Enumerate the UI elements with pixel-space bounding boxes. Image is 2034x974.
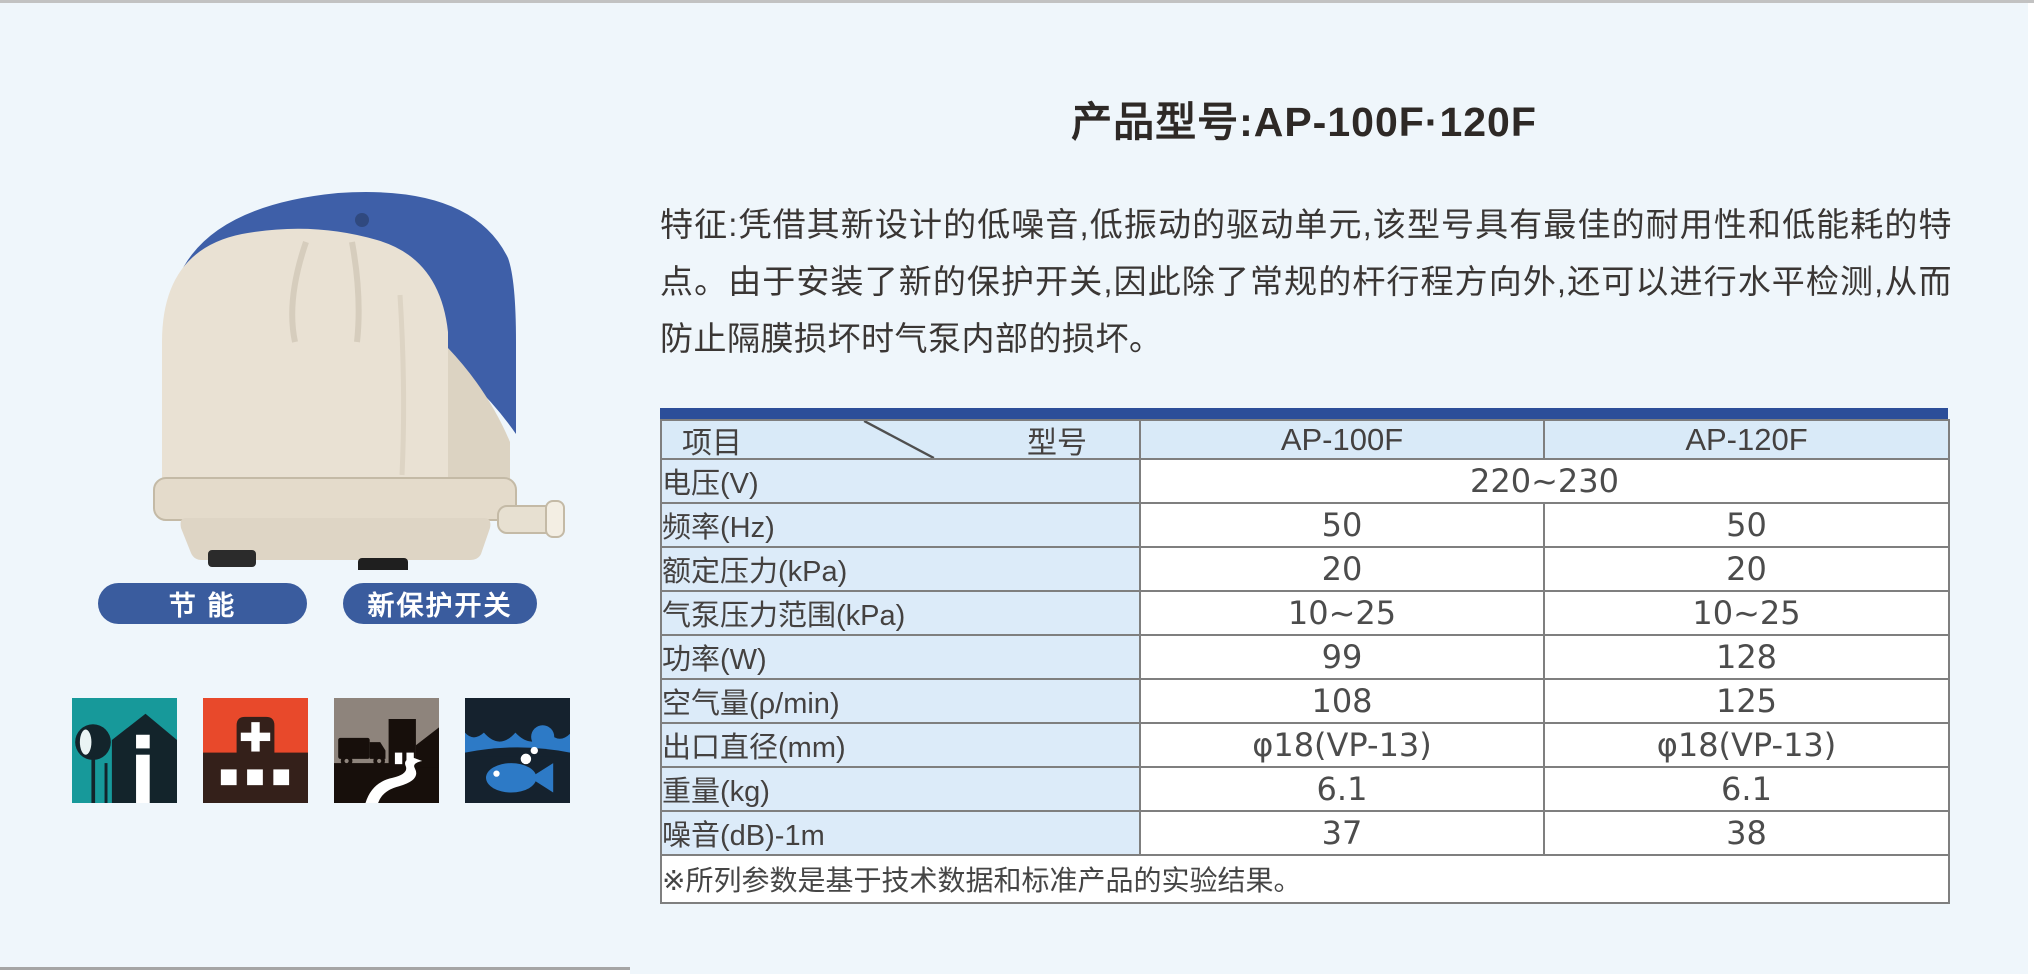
spec-footnote-row: ※所列参数是基于技术数据和标准产品的实验结果。 [660, 854, 1950, 904]
header-column-ap120f: AP-120F [1543, 419, 1950, 460]
spec-footnote: ※所列参数是基于技术数据和标准产品的实验结果。 [660, 854, 1950, 904]
pump-foot [208, 550, 256, 567]
right-margin [2028, 3, 2034, 974]
spec-table: 项目 型号 AP-100F AP-120F 电压(V) 220~230 频率(H… [660, 408, 1950, 904]
application-icons [72, 698, 570, 803]
pump-base-tub [180, 518, 491, 560]
spec-row: 电压(V) 220~230 [660, 458, 1950, 504]
hospital-icon [203, 698, 308, 803]
spec-row-label: 空气量(ρ/min) [660, 678, 1141, 724]
spec-row-label: 气泵压力范围(kPa) [660, 590, 1141, 636]
spec-value-ap120f: 125 [1543, 678, 1950, 724]
pump-body-front [162, 228, 448, 492]
spec-row-label: 重量(kg) [660, 766, 1141, 812]
spec-row: 频率(Hz) 50 50 [660, 502, 1950, 548]
spec-row-label: 额定压力(kPa) [660, 546, 1141, 592]
spec-row-label: 出口直径(mm) [660, 722, 1141, 768]
spec-row: 重量(kg) 6.1 6.1 [660, 766, 1950, 812]
header-column-ap100f: AP-100F [1139, 419, 1545, 460]
badge-label: 节 能 [168, 591, 237, 621]
spec-value-ap100f: 220~230 [1139, 458, 1950, 504]
spec-value-ap120f: 38 [1543, 810, 1950, 856]
spec-value-ap100f: 37 [1139, 810, 1545, 856]
spec-value-ap120f: 128 [1543, 634, 1950, 680]
pump-seam [289, 241, 309, 343]
spec-value-ap120f: 6.1 [1543, 766, 1950, 812]
spec-value-ap120f: 50 [1543, 502, 1950, 548]
spec-row: 空气量(ρ/min) 108 125 [660, 678, 1950, 724]
pump-body-side [448, 348, 510, 492]
spec-row-label: 电压(V) [660, 458, 1141, 504]
feature-badges: 节 能 新保护开关 [98, 583, 558, 624]
badge-energy-saving: 节 能 [98, 583, 307, 624]
header-item-label: 项目 [682, 426, 742, 460]
spec-table-body: 项目 型号 AP-100F AP-120F 电压(V) 220~230 频率(H… [660, 419, 1950, 904]
spec-row: 噪音(dB)-1m 37 38 [660, 810, 1950, 856]
spec-value-ap120f: 10~25 [1543, 590, 1950, 636]
factory-truck-icon [334, 698, 439, 803]
spec-row: 额定压力(kPa) 20 20 [660, 546, 1950, 592]
spec-value-ap120f: 20 [1543, 546, 1950, 592]
spec-row: 气泵压力范围(kPa) 10~25 10~25 [660, 590, 1950, 636]
spec-value-ap100f: 50 [1139, 502, 1545, 548]
diagonal-divider [863, 421, 935, 458]
pump-base-rim [153, 477, 517, 521]
spec-value-ap120f: φ18(VP-13) [1543, 722, 1950, 768]
pump-seam [397, 294, 407, 476]
spec-value-ap100f: 10~25 [1139, 590, 1545, 636]
spec-value-ap100f: 108 [1139, 678, 1545, 724]
spec-row-label: 功率(W) [660, 634, 1141, 680]
park-home-icon [72, 698, 177, 803]
spec-value-ap100f: φ18(VP-13) [1139, 722, 1545, 768]
spec-table-top-bar [660, 408, 1948, 419]
spec-row: 功率(W) 99 128 [660, 634, 1950, 680]
spec-row-label: 频率(Hz) [660, 502, 1141, 548]
spec-value-ap100f: 6.1 [1139, 766, 1545, 812]
fish-pond-icon [465, 698, 570, 803]
pump-screw [355, 213, 369, 227]
page-title: 产品型号:AP-100F·120F [1071, 99, 1537, 145]
top-frame-line [0, 0, 2034, 3]
spec-row: 出口直径(mm) φ18(VP-13) φ18(VP-13) [660, 722, 1950, 768]
bottom-left-cell-border [0, 967, 630, 974]
spec-header-row: 项目 型号 AP-100F AP-120F [660, 419, 1950, 460]
pump-foot [358, 558, 408, 570]
spec-value-ap100f: 99 [1139, 634, 1545, 680]
pump-outlet-tip [545, 500, 565, 538]
badge-new-protection-switch: 新保护开关 [343, 583, 537, 624]
badge-label: 新保护开关 [367, 591, 513, 621]
pump-seam [349, 241, 362, 343]
feature-description: 特征:凭借其新设计的低噪音,低振动的驱动单元,该型号具有最佳的耐用性和低能耗的特… [660, 206, 1952, 357]
spec-value-ap100f: 20 [1139, 546, 1545, 592]
air-pump-photo [153, 192, 565, 570]
header-model-label: 型号 [1027, 426, 1087, 460]
spec-header-item-model-cell: 项目 型号 [660, 419, 1141, 460]
spec-row-label: 噪音(dB)-1m [660, 810, 1141, 856]
